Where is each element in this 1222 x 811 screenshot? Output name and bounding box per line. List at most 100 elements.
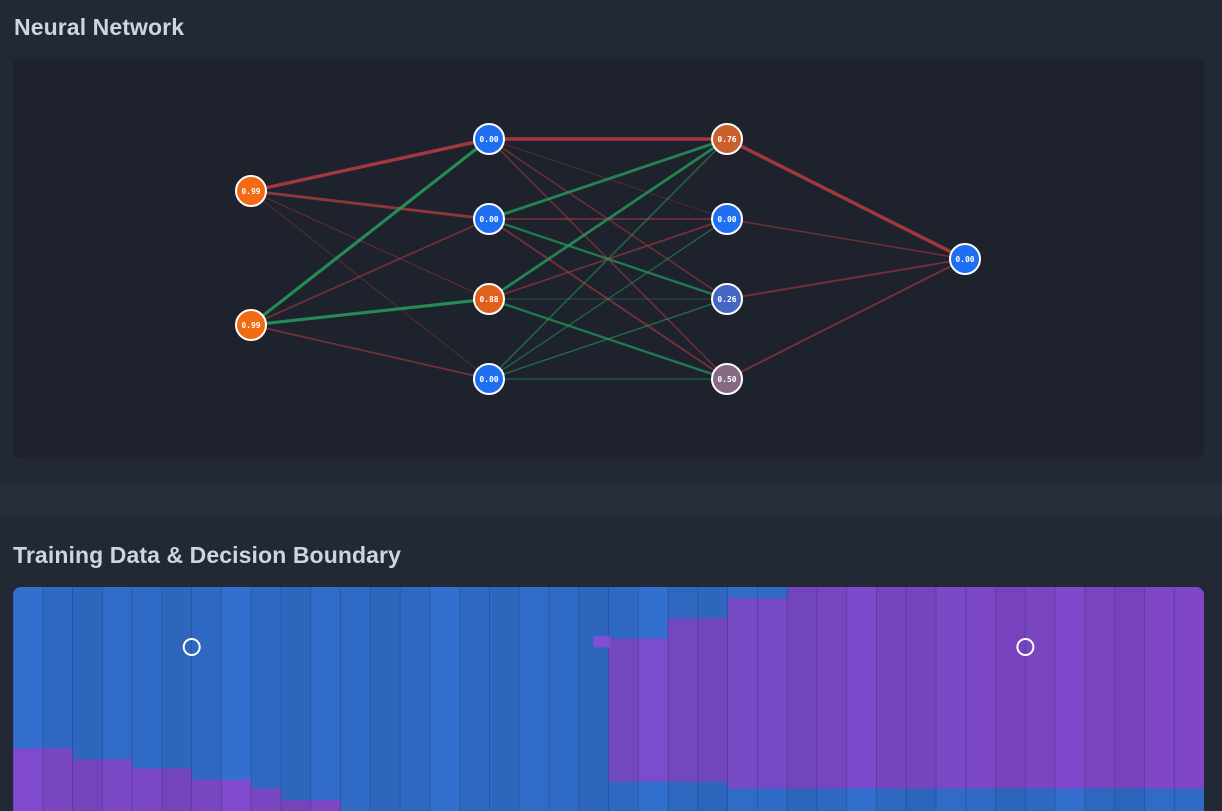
cell-shade	[787, 587, 818, 811]
neuron-circle	[711, 123, 743, 155]
cell-shade	[578, 587, 609, 811]
purple-region-cell	[638, 638, 669, 782]
neuron-circle	[711, 203, 743, 235]
blue-region-cell	[638, 781, 669, 811]
neuron-node[interactable]: 0.26	[711, 283, 743, 315]
cell-shade	[132, 587, 163, 811]
purple-region-cell	[102, 759, 133, 811]
neuron-circle	[235, 309, 267, 341]
purple-region-cell	[816, 587, 848, 789]
edge-layer	[250, 137, 966, 381]
blue-region-cell	[1084, 788, 1116, 811]
neuron-node[interactable]: 0.99	[235, 309, 267, 341]
neuron-node[interactable]: 0.00	[711, 203, 743, 235]
blue-region-cell	[936, 788, 967, 811]
neuron-activation-label: 0.50	[717, 375, 736, 384]
connection-edge	[250, 137, 490, 193]
connection-edge	[726, 258, 966, 380]
blue-region-cell	[608, 781, 639, 811]
cell-shade	[906, 587, 937, 811]
neuron-circle	[473, 203, 505, 235]
neuron-node[interactable]: 0.99	[235, 175, 267, 207]
blue-region-cell	[787, 788, 818, 811]
blue-region-cell	[727, 788, 758, 811]
neuron-node[interactable]: 0.00	[473, 123, 505, 155]
cell-shade	[1084, 587, 1116, 811]
neuron-activation-label: 0.00	[479, 135, 498, 144]
cell-shade	[757, 587, 788, 811]
node-layer: 0.99 0.99 0.00 0.00 0.88 0.00 0.76 0.00 0.26 0.50…	[235, 123, 981, 395]
blue-region-cell	[816, 788, 848, 811]
cell-shade	[936, 587, 967, 811]
blue-region-cell	[995, 788, 1026, 811]
purple-region-cell	[1144, 587, 1175, 789]
connection-edge	[250, 190, 490, 300]
neuron-circle	[949, 243, 981, 275]
neuron-node[interactable]: 0.00	[473, 203, 505, 235]
blue-region-cell	[459, 587, 490, 811]
connection-edge	[250, 189, 490, 221]
connection-edge	[488, 138, 728, 380]
blue-region-cell	[668, 781, 699, 811]
cell-shade	[251, 587, 282, 811]
purple-region-cell	[995, 587, 1026, 789]
cell-shade	[519, 587, 550, 811]
blue-region-cell	[697, 781, 728, 811]
neuron-node[interactable]: 0.50	[711, 363, 743, 395]
cell-shade	[1055, 587, 1086, 811]
blue-region-cell	[608, 587, 639, 639]
network-diagram-panel: 0.99 0.99 0.00 0.00 0.88 0.00 0.76 0.00 0.26 0.50…	[13, 59, 1204, 459]
connection-edge	[726, 137, 966, 261]
cell-shade	[72, 587, 103, 811]
blue-region-cell	[965, 788, 996, 811]
cell-shade	[727, 587, 758, 811]
blue-region-cell	[1055, 788, 1086, 811]
neuron-activation-label: 0.76	[717, 135, 736, 144]
blue-region-cell	[727, 587, 758, 599]
cell-shade	[548, 587, 580, 811]
cell-shade	[489, 587, 520, 811]
blue-region-cell	[429, 587, 461, 811]
neuron-node[interactable]: 0.00	[473, 363, 505, 395]
purple-region-cell	[906, 587, 937, 789]
cell-shade	[697, 587, 728, 811]
training-section-title: Training Data & Decision Boundary	[13, 542, 401, 568]
neuron-activation-label: 0.00	[479, 215, 498, 224]
cell-shade	[429, 587, 461, 811]
cell-shade	[221, 587, 252, 811]
cell-shade	[370, 587, 401, 811]
decision-boundary-cells	[13, 587, 1204, 811]
purple-region-cell	[161, 768, 193, 811]
blue-region-cell	[519, 587, 550, 811]
connection-edge	[488, 218, 728, 380]
neuron-node[interactable]: 0.76	[711, 123, 743, 155]
connection-edge	[726, 258, 966, 300]
connection-edge	[726, 218, 966, 260]
purple-region-cell	[132, 768, 163, 811]
blue-region-cell	[340, 587, 371, 811]
purple-region-cell	[876, 587, 907, 789]
cell-shade	[340, 587, 371, 811]
connection-edge	[488, 298, 728, 380]
neuron-node[interactable]: 0.00	[949, 243, 981, 275]
cell-shade	[876, 587, 907, 811]
cell-shade	[13, 587, 44, 811]
training-point[interactable]	[1016, 638, 1035, 656]
blue-region-cell	[668, 587, 699, 619]
connection-edge	[250, 137, 490, 327]
blue-region-cell	[757, 788, 788, 811]
neuron-circle	[711, 283, 743, 315]
blue-region-cell	[1174, 788, 1204, 811]
blue-region-cell	[400, 587, 431, 811]
blue-region-cell	[489, 587, 520, 811]
neuron-node[interactable]: 0.88	[473, 283, 505, 315]
purple-region-cell	[936, 587, 967, 789]
purple-region-cell	[310, 799, 341, 811]
blue-region-cell	[251, 587, 282, 811]
purple-region-cell	[965, 587, 996, 789]
training-point[interactable]	[182, 638, 201, 656]
purple-region-cell	[1055, 587, 1086, 789]
neuron-activation-label: 0.00	[479, 375, 498, 384]
cell-shade	[846, 587, 877, 811]
cell-shade	[191, 587, 222, 811]
